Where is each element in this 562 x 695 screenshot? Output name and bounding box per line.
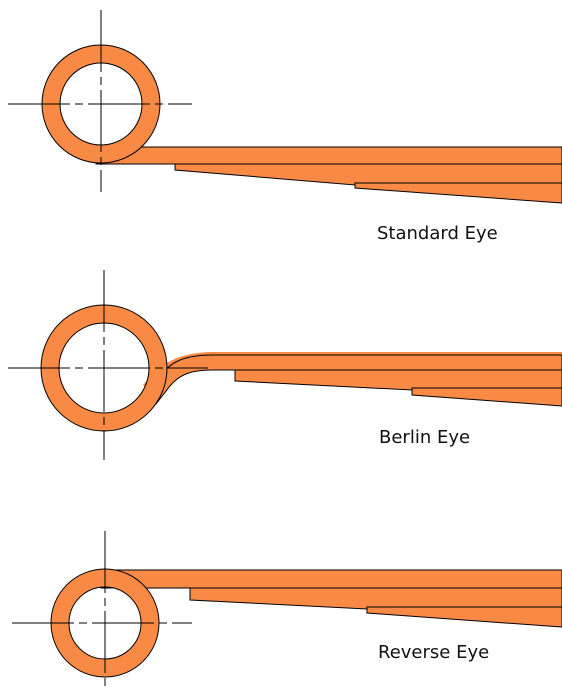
berlin-leaf-3	[411, 387, 562, 407]
standard-leaf-3	[354, 182, 562, 204]
berlin-eye-label: Berlin Eye	[379, 427, 470, 448]
reverse-leaf-3	[366, 606, 562, 628]
reverse-eye-drawing	[12, 531, 562, 688]
reverse-main-leaf	[100, 569, 562, 589]
standard-centerlines	[8, 10, 192, 192]
standard-leaf-2	[174, 163, 562, 186]
berlin-leaf-2	[234, 369, 562, 391]
reverse-eye-label: Reverse Eye	[378, 642, 489, 663]
reverse-leaf-2	[189, 587, 562, 610]
standard-eye-label: Standard Eye	[377, 223, 498, 244]
berlin-eye-drawing	[8, 270, 562, 460]
standard-eye-drawing	[8, 10, 562, 204]
standard-main-leaf	[95, 146, 562, 165]
